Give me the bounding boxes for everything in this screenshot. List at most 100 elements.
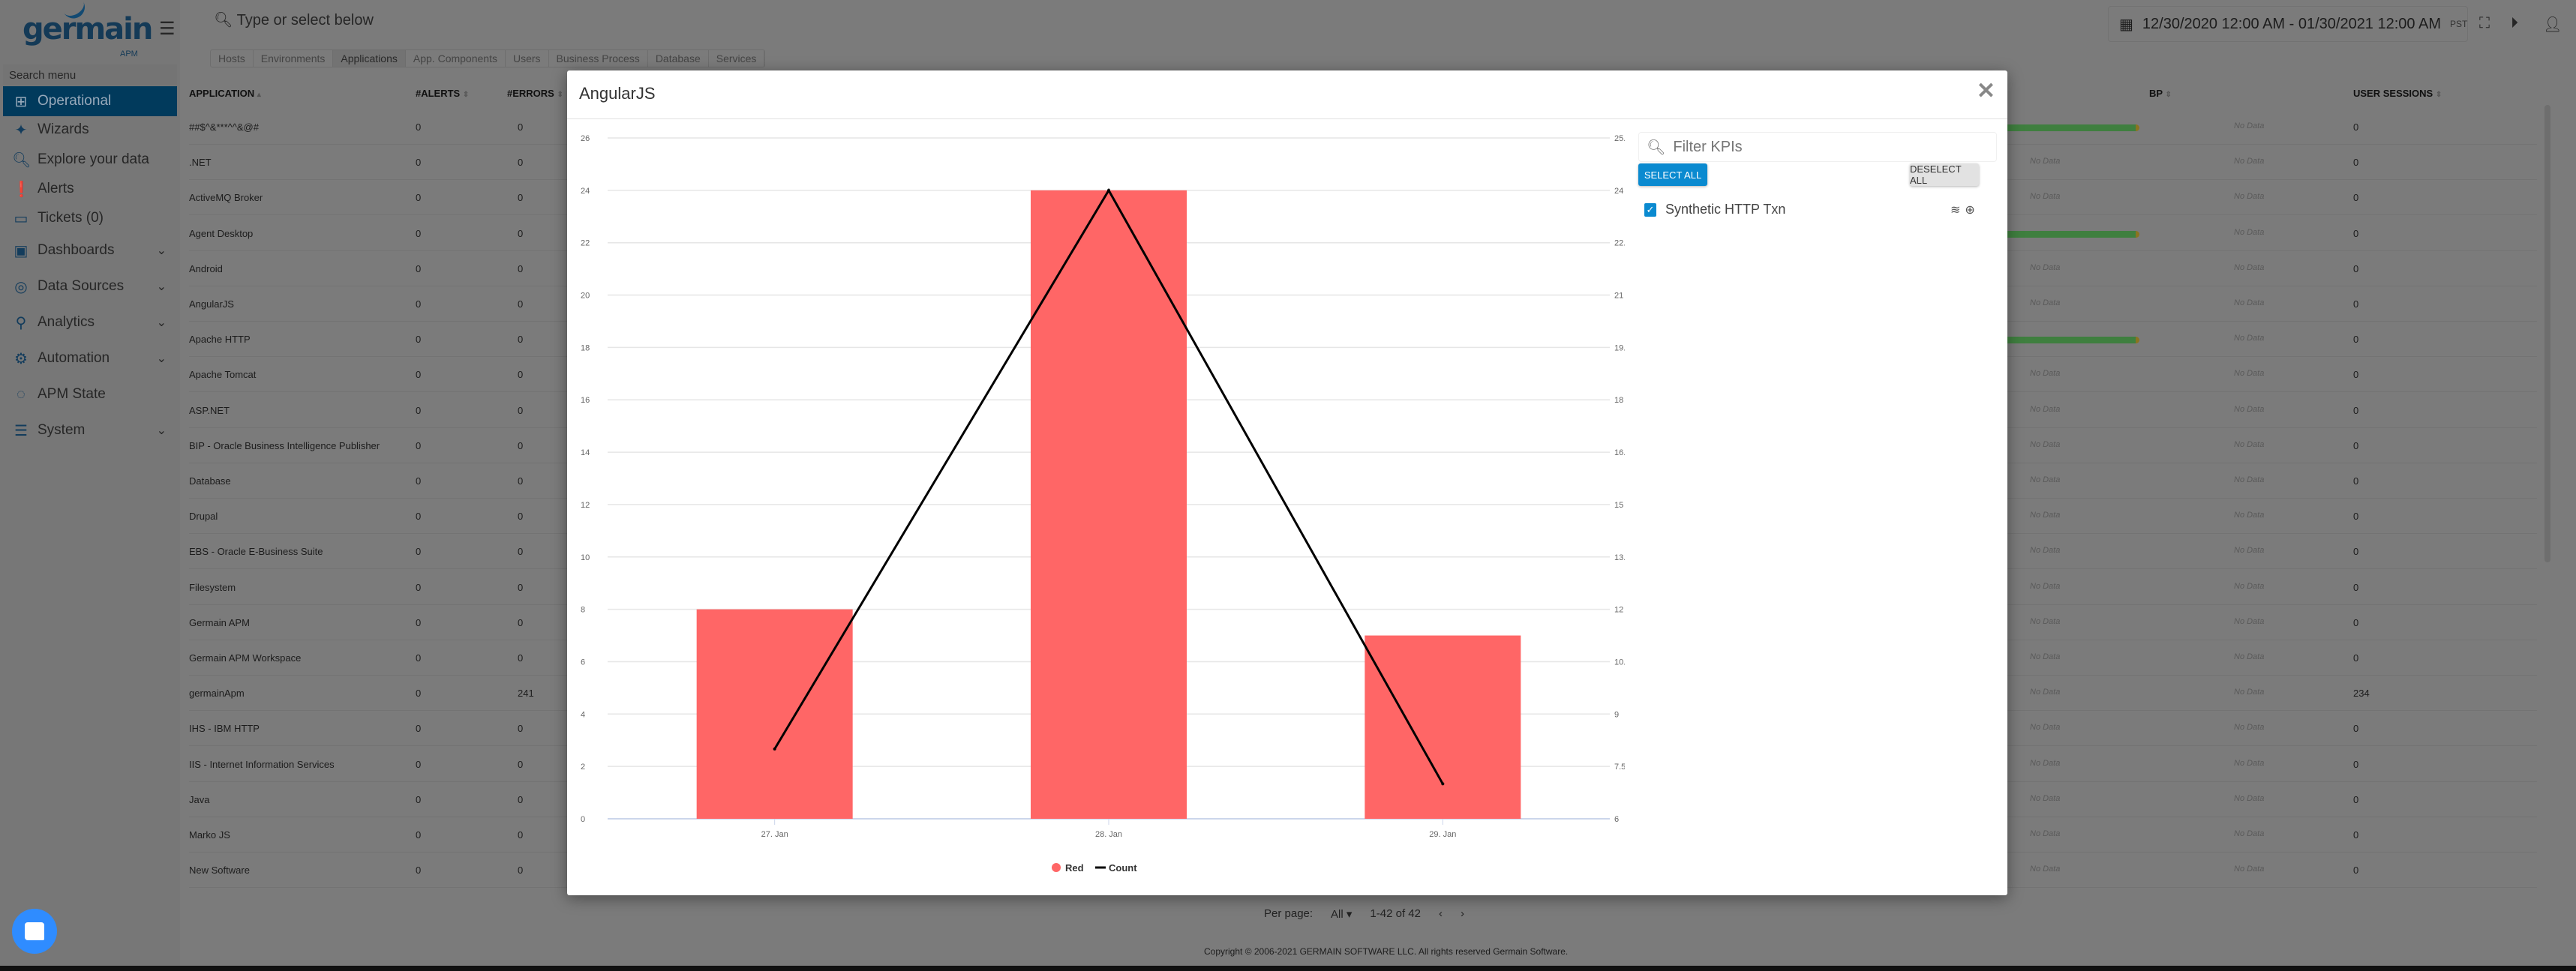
user-sessions: 0 (2353, 192, 2359, 204)
chevron-down-icon[interactable]: ⌄ (156, 424, 167, 437)
sidebar-item-wizards[interactable]: ✦ Wizards (3, 115, 177, 144)
sidebar-item-operational[interactable]: ⊞ Operational (3, 86, 177, 116)
deselect-all-button[interactable]: DESELECT ALL (1910, 163, 1979, 186)
app-name[interactable]: IIS - Internet Information Services (189, 758, 335, 770)
global-search[interactable]: 🔍︎ Type or select below (214, 12, 374, 28)
chevron-down-icon[interactable]: ⌄ (156, 244, 167, 257)
date-range-picker[interactable]: ▦ 12/30/2020 12:00 AM - 01/30/2021 12:00… (2108, 6, 2468, 42)
app-name[interactable]: ASP.NET (189, 404, 230, 416)
user-sessions: 0 (2353, 404, 2359, 416)
chat-launcher-button[interactable] (12, 909, 57, 954)
app-name[interactable]: New Software (189, 865, 250, 877)
tab-services[interactable]: Services (709, 50, 765, 67)
layers-icon[interactable]: ≋ (1950, 204, 1961, 217)
kpi-checkbox[interactable]: ✓ (1644, 202, 1656, 217)
divider (567, 118, 2007, 119)
chevron-down-icon[interactable]: ⌄ (156, 316, 167, 329)
app-name[interactable]: germainApm (189, 688, 245, 700)
app-name[interactable]: Drupal (189, 511, 218, 523)
app-name[interactable]: BIP - Oracle Business Intelligence Publi… (189, 439, 380, 451)
errors-count: 0 (518, 334, 524, 346)
sidebar-item-automation[interactable]: ⚙ Automation ⌄ (3, 344, 177, 373)
app-name[interactable]: EBS - Oracle E-Business Suite (189, 546, 323, 558)
select-all-button[interactable]: SELECT ALL (1638, 163, 1707, 186)
app-name[interactable]: Germain APM (189, 616, 250, 628)
y-right-tick-label: 10.5 (1614, 658, 1625, 667)
x-tick-label: 29. Jan (1429, 830, 1456, 839)
errors-count: 0 (518, 439, 524, 451)
user-sessions: 0 (2353, 298, 2359, 310)
errors-count: 0 (518, 581, 524, 593)
y-right-tick-label: 7.5 (1614, 763, 1625, 772)
prev-page-button[interactable]: ‹ (1438, 907, 1443, 920)
tab-business-process[interactable]: Business Process (549, 50, 648, 67)
user-sessions: 0 (2353, 121, 2359, 133)
sidebar-item-analytics[interactable]: ⚲ Analytics ⌄ (3, 308, 177, 337)
tab-app-components[interactable]: App. Components (406, 50, 506, 67)
tab-applications[interactable]: Applications (333, 50, 406, 67)
tab-hosts[interactable]: Hosts (211, 50, 254, 67)
app-name[interactable]: Marko JS (189, 829, 230, 841)
zoom-in-icon[interactable]: ⊕ (1965, 204, 1975, 217)
tab-users[interactable]: Users (506, 50, 549, 67)
alerts-count: 0 (416, 298, 422, 310)
fullscreen-icon[interactable]: ⛶ (2479, 15, 2490, 31)
sidebar-item-system[interactable]: ☰ System ⌄ (3, 416, 177, 445)
y-left-tick-label: 22 (581, 239, 590, 248)
magic-wand-icon: ✦ (14, 121, 28, 139)
user-sessions: 0 (2353, 439, 2359, 451)
modal-title: AngularJS (579, 84, 656, 103)
sidebar-item-tickets[interactable]: ▭ Tickets (0) (3, 204, 177, 232)
col-errors[interactable]: #ERRORS ⇕ (507, 88, 563, 99)
app-name[interactable]: Android (189, 262, 223, 274)
hamburger-menu-icon[interactable]: ☰ (159, 19, 176, 39)
per-page-select[interactable]: All ▾ (1331, 908, 1353, 921)
app-name[interactable]: ##$^&***^^&@# (189, 121, 259, 133)
col-bp[interactable]: BP ⇕ (2149, 88, 2172, 99)
alerts-count: 0 (416, 758, 422, 770)
alerts-count: 0 (416, 157, 422, 169)
user-icon[interactable]: 👤︎ (2543, 16, 2562, 33)
sidebar-item-alerts[interactable]: ❗ Alerts (12, 181, 74, 198)
tab-environments[interactable]: Environments (254, 50, 334, 67)
app-name[interactable]: Filesystem (189, 581, 236, 593)
filter-kpis-input[interactable]: 🔍︎ Filter KPIs (1638, 132, 1997, 162)
sidebar-item-data-sources[interactable]: ◎ Data Sources ⌄ (3, 272, 177, 301)
app-name[interactable]: ActiveMQ Broker (189, 192, 263, 204)
app-name[interactable]: Apache HTTP (189, 334, 251, 346)
chevron-down-icon[interactable]: ⌄ (156, 352, 167, 365)
col-user-sessions[interactable]: USER SESSIONS ⇕ (2353, 88, 2442, 99)
col-alerts[interactable]: #ALERTS ⇕ (416, 88, 470, 99)
table-scrollbar[interactable] (2544, 105, 2550, 562)
next-page-button[interactable]: › (1460, 907, 1464, 920)
search-menu-input[interactable]: Search menu (3, 64, 177, 85)
app-name[interactable]: .NET (189, 157, 212, 169)
y-right-tick-label: 13.5 (1614, 553, 1625, 562)
health-bar (1989, 230, 2139, 238)
bp-no-data: No Data (2234, 475, 2265, 484)
kpi-item[interactable]: ✓ Synthetic HTTP Txn (1644, 202, 1785, 217)
app-name[interactable]: Apache Tomcat (189, 369, 257, 381)
germain-logo[interactable]: germain APM (23, 0, 154, 58)
bp-no-data: No Data (2234, 546, 2265, 556)
app-name[interactable]: Database (189, 475, 231, 487)
alert-icon: ❗ (12, 181, 31, 198)
app-name[interactable]: Germain APM Workspace (189, 652, 302, 664)
alerts-count: 0 (416, 511, 422, 523)
app-name[interactable]: AngularJS (189, 298, 234, 310)
sidebar-item-apm-state[interactable]: ◌ APM State (3, 380, 177, 409)
y-right-tick-label: 19.5 (1614, 343, 1625, 352)
sidebar-item-explore-your-data[interactable]: 🔍︎ Explore your data (12, 151, 149, 169)
app-name[interactable]: Java (189, 793, 210, 805)
count-point (1441, 782, 1445, 786)
chevron-down-icon[interactable]: ⌄ (156, 280, 167, 293)
no-data: No Data (2030, 404, 2061, 414)
col-application[interactable]: APPLICATION ▴ (189, 88, 261, 99)
app-name[interactable]: IHS - IBM HTTP (189, 723, 260, 735)
user-sessions: 0 (2353, 829, 2359, 841)
app-name[interactable]: Agent Desktop (189, 227, 254, 239)
close-icon[interactable]: ✕ (1976, 79, 1995, 103)
play-icon[interactable]: ⏵ (2511, 15, 2518, 31)
sidebar-item-dashboards[interactable]: ▣ Dashboards ⌄ (3, 236, 177, 265)
tab-database[interactable]: Database (648, 50, 709, 67)
